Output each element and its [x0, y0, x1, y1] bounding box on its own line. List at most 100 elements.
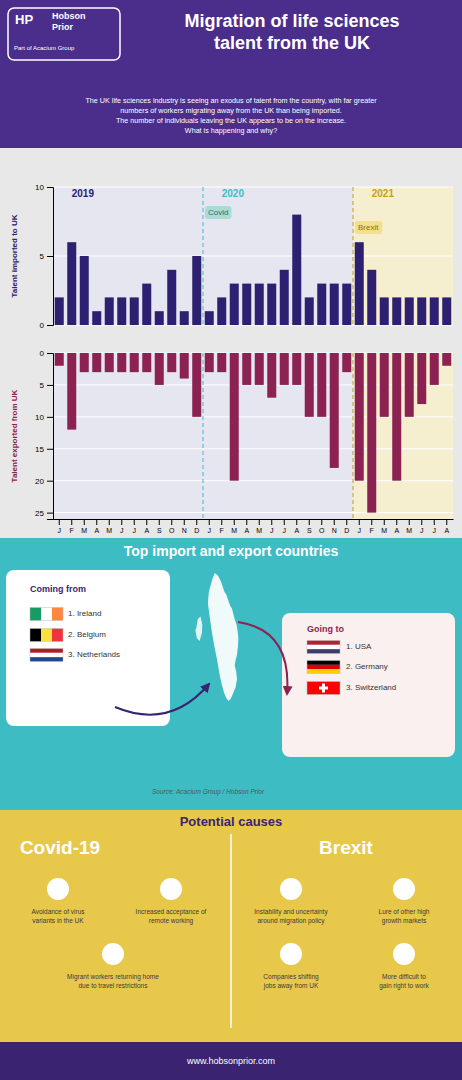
going-to-title: Going to	[307, 624, 344, 634]
bar	[142, 353, 151, 372]
bar	[80, 353, 89, 372]
period-backgrounds	[53, 353, 453, 519]
x-tick: J	[58, 519, 62, 534]
y-tick: 5	[40, 252, 53, 261]
bar	[342, 353, 351, 372]
subtitle-line: What is happening and why?	[185, 126, 277, 135]
cause-text: Avoidance of virusvariants in the UK	[32, 908, 86, 924]
bar	[255, 353, 264, 385]
y-axis: 0510152025	[35, 349, 53, 519]
bar	[392, 297, 401, 325]
x-tick: J	[208, 519, 212, 534]
bar	[180, 353, 189, 379]
x-tick-mark	[321, 519, 322, 525]
x-tick: J	[270, 519, 274, 534]
cause-icon	[393, 878, 415, 900]
x-tick-mark	[371, 519, 372, 525]
x-tick: M	[406, 519, 412, 534]
y-tick: 10	[35, 413, 53, 422]
x-tick-mark	[134, 519, 135, 525]
y-tick-label: 10	[35, 183, 44, 192]
y-tick-label: 15	[35, 445, 44, 454]
bar	[130, 353, 139, 372]
period-background	[203, 353, 353, 519]
x-tick-label: A	[94, 527, 99, 534]
flag-stripe	[30, 649, 63, 653]
cause-text: Instability and uncertaintyaround migrat…	[254, 908, 328, 925]
cause-text: Lure of other highgrowth markets	[379, 908, 430, 925]
bar	[330, 353, 339, 468]
bar	[267, 284, 276, 325]
x-tick-mark	[234, 519, 235, 525]
period-boundary	[203, 187, 204, 325]
cause-heading: Covid-19	[20, 837, 100, 858]
bar	[342, 284, 351, 325]
bar	[317, 284, 326, 325]
x-tick: A	[94, 519, 99, 534]
cause-text: Migrant workers returning homedue to tra…	[67, 973, 159, 989]
flag-stripe	[307, 669, 340, 673]
y-tick-mark	[47, 353, 53, 354]
x-tick-label: D	[344, 527, 349, 534]
cause-icon	[47, 878, 69, 900]
bar	[230, 284, 239, 325]
bar	[155, 353, 164, 385]
bar-chart: 0510Talent imported to UK201920202021Cov…	[10, 183, 453, 330]
bar	[367, 270, 376, 325]
cause-icon	[160, 878, 182, 900]
flag-stripe	[307, 641, 340, 645]
x-tick-mark	[184, 519, 185, 525]
import-arrow	[115, 684, 209, 715]
y-axis: 0510	[35, 183, 53, 330]
x-tick-label: F	[70, 527, 74, 534]
x-tick-mark	[359, 519, 360, 525]
flag-stripe	[30, 608, 41, 621]
y-tick-mark	[47, 325, 53, 326]
title-line: Migration of life sciences	[184, 11, 399, 31]
bar	[117, 297, 126, 325]
x-tick: J	[420, 519, 424, 534]
x-tick-label: A	[144, 527, 149, 534]
bar	[242, 353, 251, 385]
bar	[442, 297, 451, 325]
x-tick: M	[231, 519, 237, 534]
bar	[142, 284, 151, 325]
bar	[292, 353, 301, 385]
y-tick-label: 5	[40, 252, 45, 261]
x-tick: J	[283, 519, 287, 534]
bar	[317, 353, 326, 417]
logo-box	[8, 8, 120, 60]
x-tick: A	[294, 519, 299, 534]
x-tick: J	[120, 519, 124, 534]
x-tick: A	[144, 519, 149, 534]
x-tick-label: O	[169, 527, 175, 534]
bar	[305, 353, 314, 417]
x-tick: S	[157, 519, 162, 534]
bar	[167, 270, 176, 325]
bar	[305, 297, 314, 325]
bar	[330, 284, 339, 325]
x-tick-mark	[396, 519, 397, 525]
bar	[217, 297, 226, 325]
y-axis-line	[47, 354, 54, 520]
uk-silhouette	[208, 573, 238, 701]
y-tick-mark	[47, 385, 53, 386]
y-axis-title: Talent imported to UK	[10, 214, 19, 297]
country-name: 3. Switzerland	[346, 683, 396, 692]
flag-border	[30, 649, 63, 662]
coming-from-box	[6, 570, 170, 726]
bar	[55, 353, 64, 366]
y-tick: 15	[35, 445, 53, 454]
flag-stripe	[30, 653, 63, 657]
flag-stripe	[41, 608, 52, 621]
x-tick-label: J	[270, 527, 274, 534]
x-tick-mark	[171, 519, 172, 525]
flag-stripe	[307, 682, 340, 695]
x-tick-label: J	[120, 527, 124, 534]
x-tick-mark	[84, 519, 85, 525]
y-tick-mark	[47, 187, 53, 188]
x-tick: J	[433, 519, 437, 534]
bar	[280, 353, 289, 385]
x-tick-label: N	[332, 527, 337, 534]
y-tick-mark	[47, 417, 53, 418]
